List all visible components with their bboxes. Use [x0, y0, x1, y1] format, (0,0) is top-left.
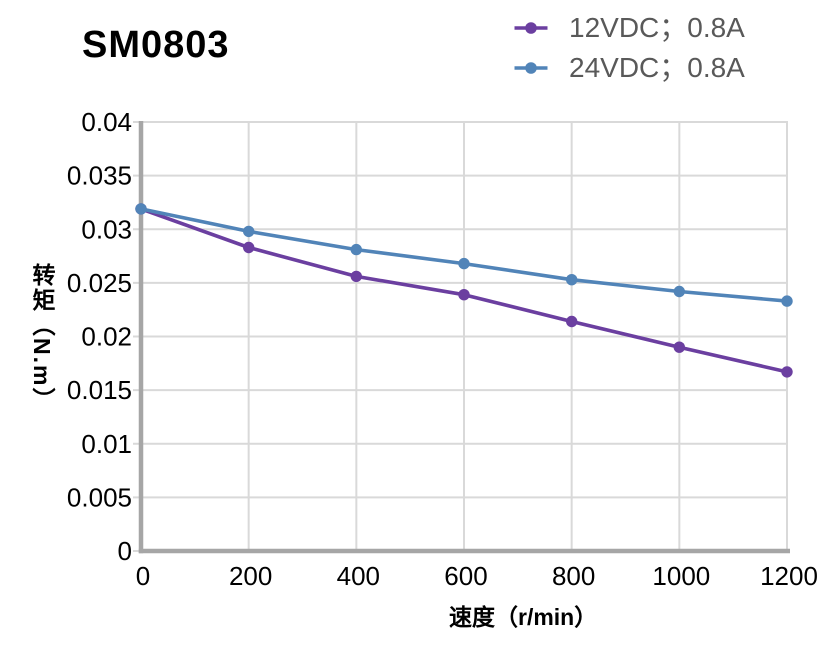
y-tick-label: 0.015 — [67, 375, 132, 405]
data-point-marker — [673, 341, 685, 353]
data-point-marker — [458, 257, 470, 270]
y-tick-label: 0.04 — [81, 107, 132, 137]
y-tick-label: 0.03 — [81, 214, 132, 244]
legend-label-12vdc: 12VDC；0.8A — [569, 12, 745, 43]
data-point-marker — [781, 295, 793, 307]
data-point-marker — [781, 366, 793, 378]
legend-item-24vdc: 24VDC；0.8A — [514, 48, 745, 88]
y-tick-label: 0.035 — [67, 161, 132, 191]
data-point-marker — [243, 241, 255, 254]
x-tick-label: 600 — [444, 561, 487, 591]
y-tick-label: 0.01 — [81, 429, 132, 459]
legend: 12VDC；0.8A 24VDC；0.8A — [514, 8, 745, 88]
x-tick-label: 1200 — [760, 561, 818, 591]
x-tick-label: 400 — [337, 561, 380, 591]
x-tick-label: 200 — [229, 561, 272, 591]
chart-title: SM0803 — [82, 24, 230, 66]
y-tick-label: 0.005 — [67, 482, 132, 512]
legend-label-24vdc: 24VDC；0.8A — [569, 52, 745, 83]
data-point-marker — [566, 274, 578, 286]
data-point-marker — [243, 225, 255, 238]
x-axis-title: 速度（r/min） — [449, 604, 598, 630]
x-tick-label: 800 — [552, 561, 595, 591]
legend-line-dot-icon — [514, 22, 548, 34]
x-tick-label: 1000 — [652, 561, 710, 591]
legend-item-12vdc: 12VDC；0.8A — [514, 8, 745, 48]
x-tick-label: 0 — [136, 561, 150, 591]
legend-line-dot-icon — [514, 62, 548, 74]
data-point-marker — [350, 270, 362, 283]
y-axis-title: 转矩（N.m） — [29, 263, 55, 413]
data-point-marker — [458, 289, 470, 301]
data-point-marker — [350, 243, 362, 256]
data-point-marker — [566, 315, 578, 328]
y-tick-label: 0 — [118, 536, 132, 566]
y-tick-label: 0.02 — [81, 322, 132, 352]
y-tick-label: 0.025 — [67, 268, 132, 298]
data-point-marker — [135, 203, 147, 215]
data-point-marker — [673, 285, 685, 298]
